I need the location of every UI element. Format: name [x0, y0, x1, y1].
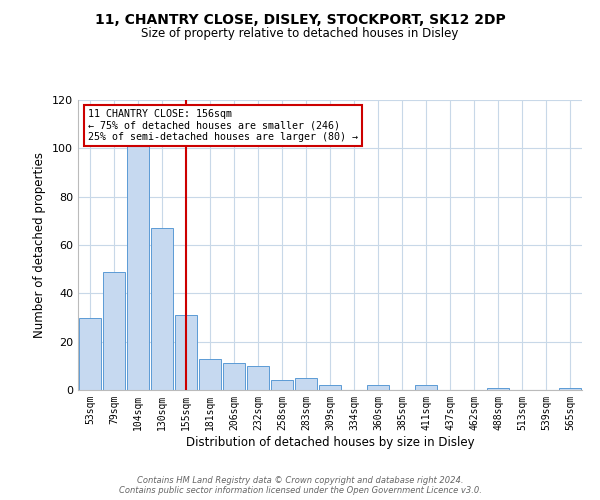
Bar — [319, 385, 341, 390]
Bar — [79, 318, 101, 390]
Text: Size of property relative to detached houses in Disley: Size of property relative to detached ho… — [142, 28, 458, 40]
Bar — [103, 272, 125, 390]
Bar — [151, 228, 173, 390]
Bar — [487, 388, 509, 390]
Bar — [415, 385, 437, 390]
Text: 11, CHANTRY CLOSE, DISLEY, STOCKPORT, SK12 2DP: 11, CHANTRY CLOSE, DISLEY, STOCKPORT, SK… — [95, 12, 505, 26]
Text: 11 CHANTRY CLOSE: 156sqm
← 75% of detached houses are smaller (246)
25% of semi-: 11 CHANTRY CLOSE: 156sqm ← 75% of detach… — [88, 108, 358, 142]
Bar — [559, 388, 581, 390]
Bar — [223, 364, 245, 390]
Text: Contains HM Land Registry data © Crown copyright and database right 2024.
Contai: Contains HM Land Registry data © Crown c… — [119, 476, 481, 495]
Bar — [127, 146, 149, 390]
Y-axis label: Number of detached properties: Number of detached properties — [34, 152, 46, 338]
Bar — [271, 380, 293, 390]
Bar — [367, 385, 389, 390]
Bar — [175, 315, 197, 390]
Bar — [199, 358, 221, 390]
X-axis label: Distribution of detached houses by size in Disley: Distribution of detached houses by size … — [185, 436, 475, 448]
Bar — [247, 366, 269, 390]
Bar — [295, 378, 317, 390]
